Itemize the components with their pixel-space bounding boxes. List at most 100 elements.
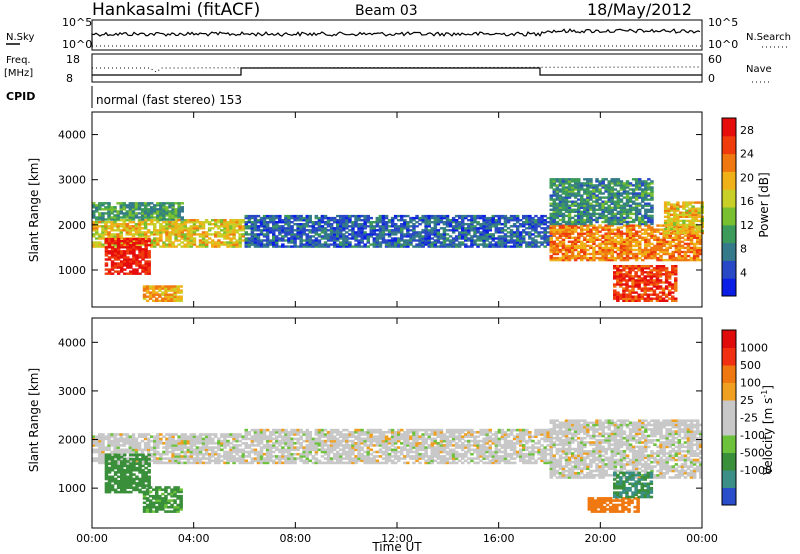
power-cell-3089 xyxy=(561,214,566,218)
power-cell-207 xyxy=(150,221,154,224)
power-cell-879 xyxy=(150,210,154,213)
power-cell-2082 xyxy=(491,219,495,222)
power-cell-978 xyxy=(152,295,156,298)
velocity-cell-316 xyxy=(177,439,181,443)
power-cell-2089 xyxy=(494,231,499,234)
power-cell-1721 xyxy=(406,245,410,248)
power-cell-1448 xyxy=(339,233,343,236)
power-cell-2200 xyxy=(522,231,526,234)
power-cell-3700 xyxy=(628,293,632,296)
power-cell-477 xyxy=(229,239,233,242)
power-cell-2278 xyxy=(540,214,544,218)
power-cell-111 xyxy=(122,225,126,228)
power-cell-1376 xyxy=(320,219,325,222)
power-colorbar-swatch-0 xyxy=(722,278,736,297)
velocity-cell-537 xyxy=(238,448,242,452)
power-cell-2397 xyxy=(564,232,569,235)
power-cell-2347 xyxy=(555,248,560,252)
power-cell-427 xyxy=(214,223,218,226)
power-cell-383 xyxy=(198,221,203,224)
power-cell-279 xyxy=(171,229,175,232)
power-cell-358 xyxy=(192,237,197,240)
power-cell-2403 xyxy=(567,256,572,260)
power-cell-2614 xyxy=(613,256,618,260)
power-cell-1683 xyxy=(393,214,398,218)
velocity-cell-176 xyxy=(137,442,142,445)
power-cell-2887 xyxy=(674,238,679,241)
power-cell-3617 xyxy=(650,198,654,201)
power-cell-2229 xyxy=(528,219,532,222)
power-cell-908 xyxy=(162,214,166,217)
velocity-cell-224 xyxy=(153,450,157,454)
power-cell-1863 xyxy=(439,235,444,238)
velocity-cell-684 xyxy=(132,482,136,485)
power-cell-1037 xyxy=(176,287,180,290)
power-cell-2608 xyxy=(610,236,614,239)
power-cell-3481 xyxy=(625,200,630,203)
velocity-cell-92 xyxy=(116,450,120,454)
power-cell-3530 xyxy=(634,194,639,197)
power-cell-3323 xyxy=(598,184,602,187)
power-cell-58 xyxy=(107,231,111,234)
velocity-cell-531 xyxy=(235,433,239,436)
power-cell-4043 xyxy=(694,225,698,229)
velocity-cell-212 xyxy=(150,459,154,463)
power-cell-1109 xyxy=(256,221,261,224)
power-cell-2524 xyxy=(592,232,596,235)
power-cell-409 xyxy=(207,227,212,230)
velocity-cell-510 xyxy=(232,459,236,463)
power-cell-3227 xyxy=(583,204,587,207)
power-cell-622 xyxy=(123,246,127,249)
velocity-cell-788 xyxy=(152,503,156,507)
power-cell-1969 xyxy=(467,245,471,248)
power-cell-1906 xyxy=(451,245,456,248)
power-cell-544 xyxy=(107,272,112,275)
power-cell-3080 xyxy=(558,190,563,193)
power-cell-3502 xyxy=(628,188,633,191)
power-cell-765 xyxy=(101,212,105,215)
power-colorbar-swatch-1 xyxy=(722,260,736,279)
power-cell-1852 xyxy=(436,231,441,234)
velocity-cell-319 xyxy=(180,461,184,465)
power-cell-3068 xyxy=(558,218,563,222)
power-cell-1894 xyxy=(445,216,450,220)
power-cell-3104 xyxy=(561,180,566,183)
power-cell-265 xyxy=(168,239,172,242)
power-cell-2701 xyxy=(631,252,636,256)
power-cell-1085 xyxy=(253,243,258,246)
power-cell-780 xyxy=(107,206,111,209)
velocity-cell-227 xyxy=(153,444,157,447)
power-cell-1424 xyxy=(332,229,337,232)
velocity-cell-198 xyxy=(143,433,148,436)
power-cell-504 xyxy=(235,231,239,234)
velocity-cell-627 xyxy=(120,482,124,485)
power-cell-2091 xyxy=(494,227,499,230)
velocity-cell-213 xyxy=(150,455,154,458)
power-cell-1404 xyxy=(329,243,334,246)
power-cell-946 xyxy=(177,214,181,217)
power-cell-1210 xyxy=(281,227,285,230)
power-cell-2987 xyxy=(695,246,700,250)
velocity-cell-546 xyxy=(241,452,245,456)
power-cell-3570 xyxy=(641,184,645,187)
power-cell-1768 xyxy=(418,243,422,246)
power-cell-2495 xyxy=(586,230,590,233)
power-cell-534 xyxy=(104,262,109,265)
velocity-cell-618 xyxy=(116,466,121,470)
power-cell-3830 xyxy=(655,279,660,282)
power-cell-334 xyxy=(186,237,191,240)
power-cell-2627 xyxy=(616,248,621,252)
velocity-cell-793 xyxy=(155,510,159,513)
velocity-cell-500 xyxy=(229,457,233,460)
power-cell-2396 xyxy=(564,234,569,237)
power-cell-2566 xyxy=(604,254,608,258)
velocity-cell-715 xyxy=(138,466,142,470)
power-cell-1596 xyxy=(375,241,380,244)
power-cell-2598 xyxy=(610,256,614,260)
power-cell-2647 xyxy=(619,238,624,241)
power-cell-1833 xyxy=(433,241,438,244)
power-cell-3592 xyxy=(647,220,651,224)
power-cell-3268 xyxy=(589,202,593,205)
velocity-cell-438 xyxy=(211,459,215,463)
power-cell-3683 xyxy=(625,297,629,300)
